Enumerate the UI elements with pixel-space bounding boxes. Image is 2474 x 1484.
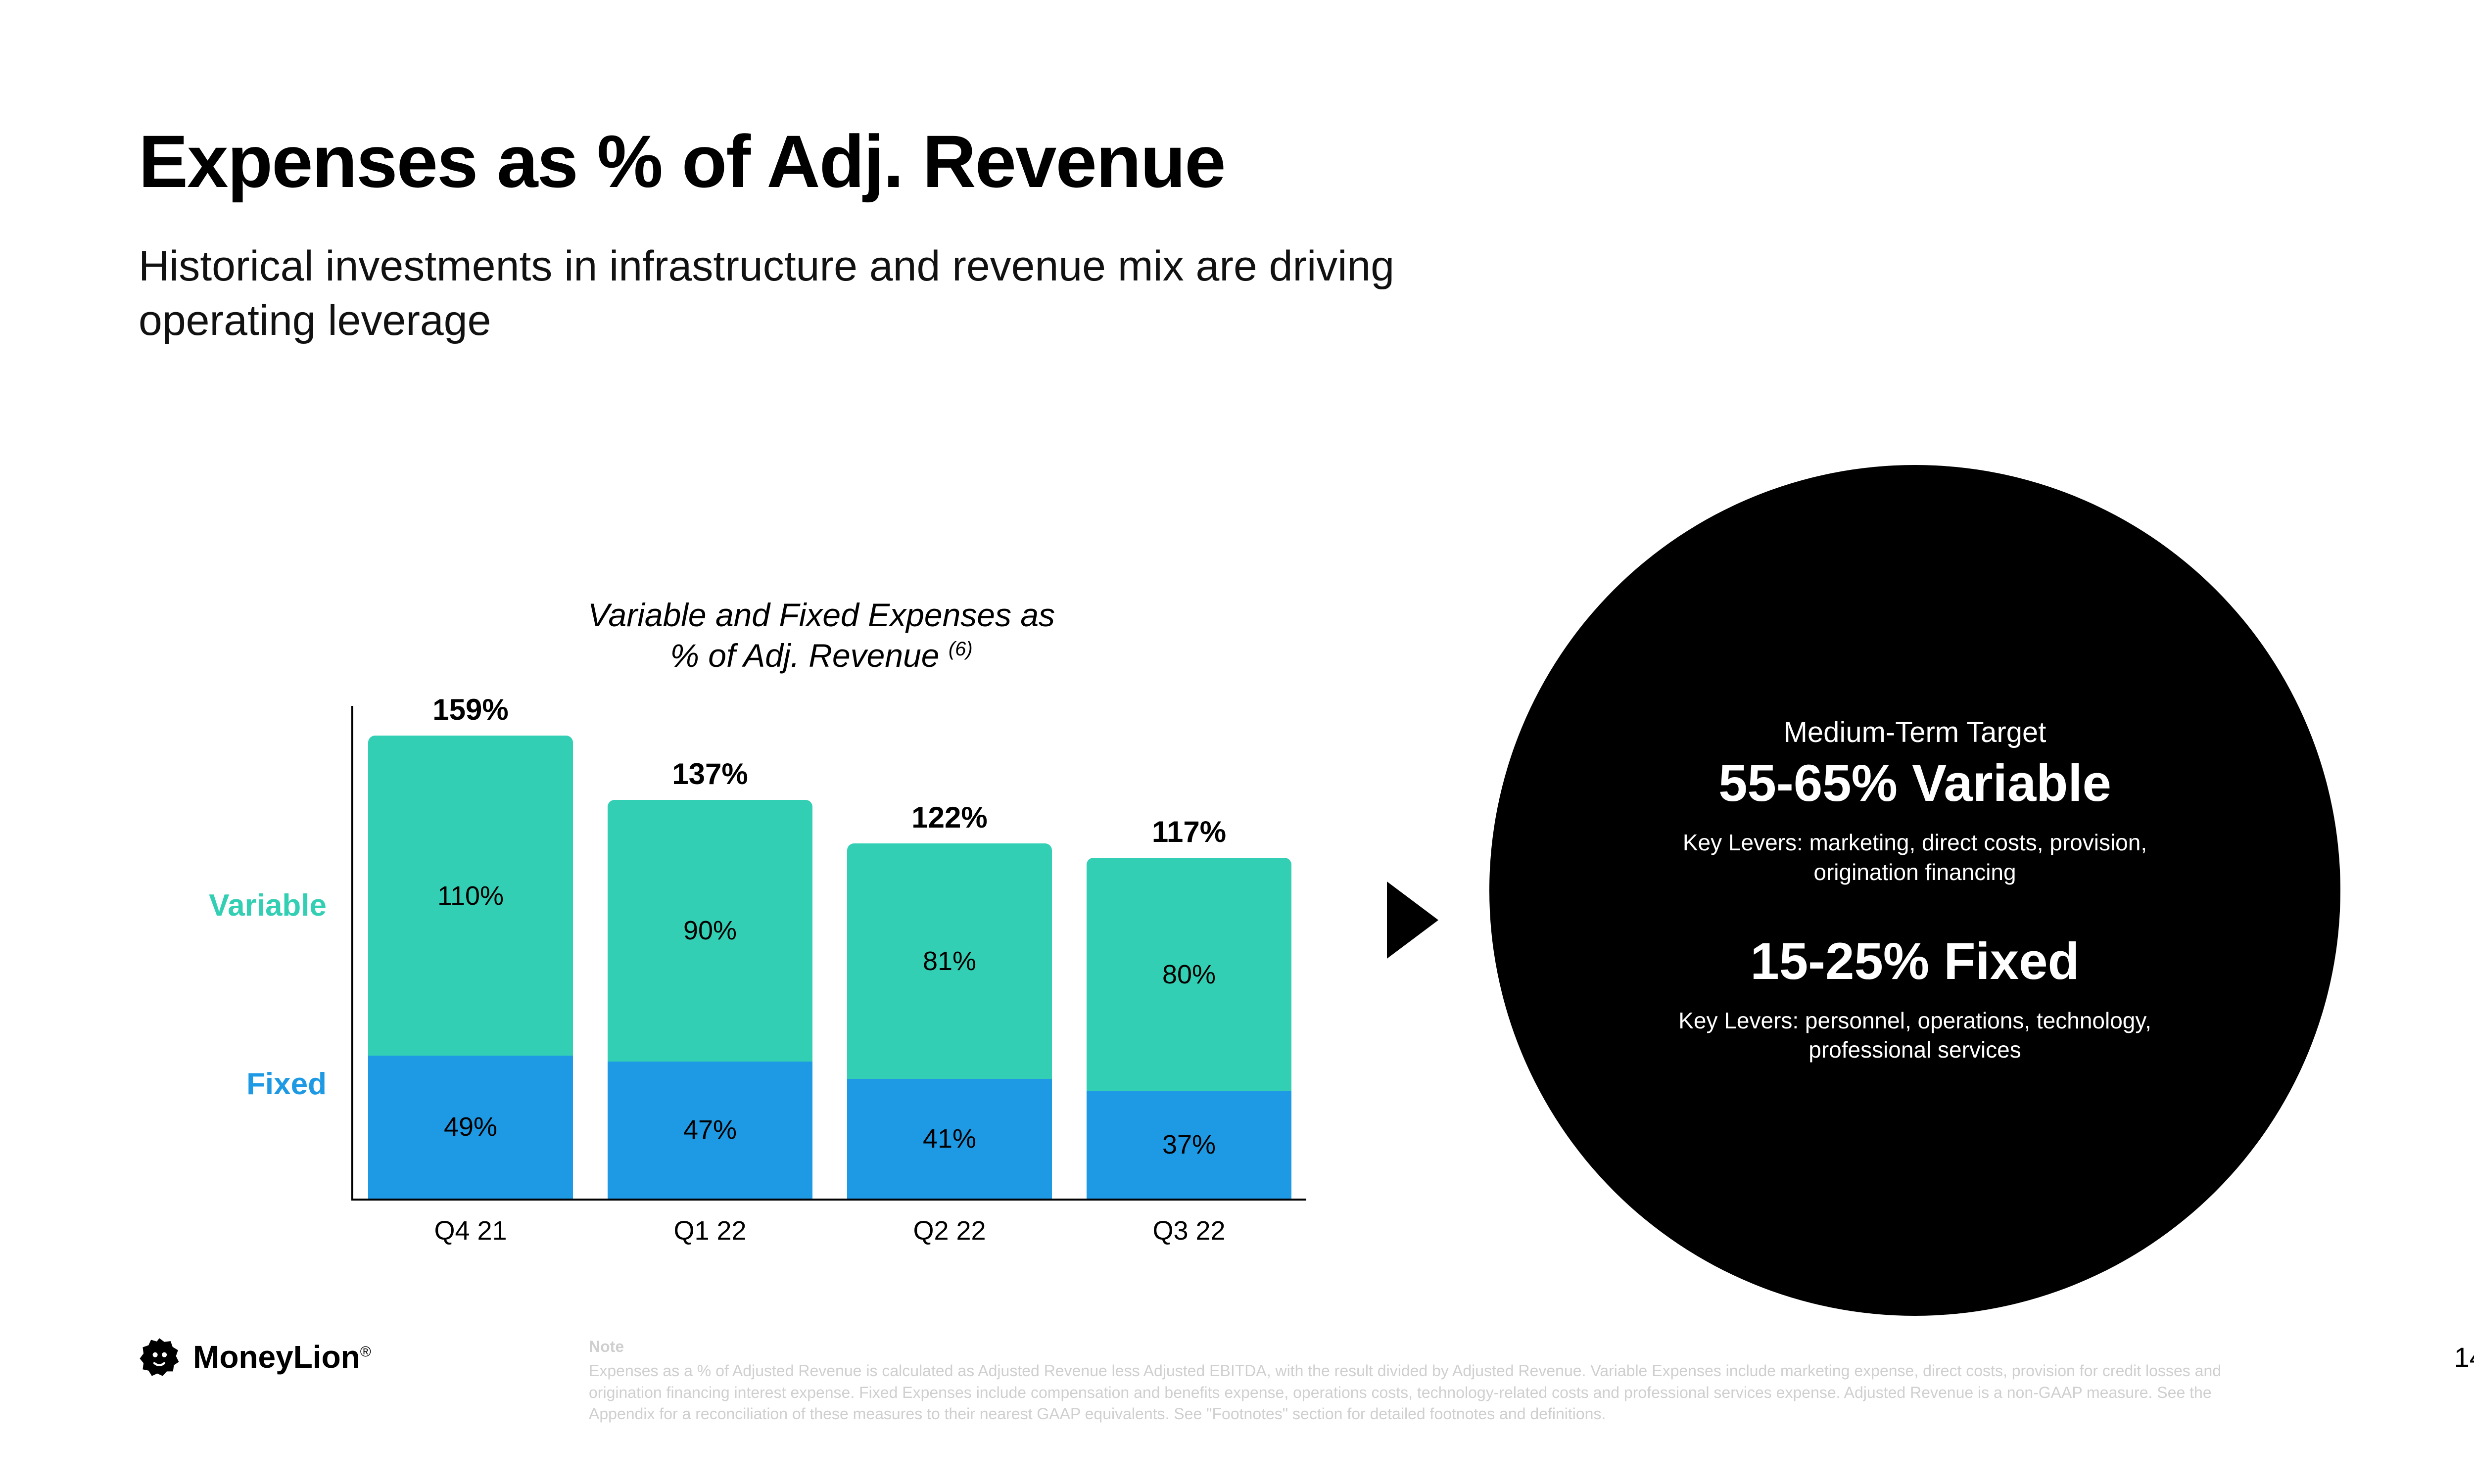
bar-segment-variable: 80% [1087,858,1291,1091]
footer: MoneyLion® Note Expenses as a % of Adjus… [139,1336,2474,1425]
target-variable-detail: Key Levers: marketing, direct costs, pro… [1643,828,2187,887]
bar-total-label: 122% [911,800,987,835]
arrow-svg [1380,881,1445,960]
chart-x-axis-ticks: Q4 21 Q1 22 Q2 22 Q3 22 [353,1201,1306,1246]
x-tick: Q1 22 [608,1215,812,1246]
page-number: 140 [2454,1341,2474,1373]
chart-plot-area: 159%110%49%137%90%47%122%81%41%117%80%37… [351,706,1306,1201]
x-tick: Q3 22 [1087,1215,1291,1246]
brand-name: MoneyLion® [193,1339,371,1375]
bar-segment-variable: 81% [847,843,1052,1079]
bar-column: 122% 81%41% [847,800,1052,1199]
target-fixed-headline: 15-25% Fixed [1750,932,2079,991]
bar-total-label: 137% [672,757,748,791]
brand-name-text: MoneyLion [193,1339,360,1375]
chart-title-sup: (6) [949,638,973,660]
bar-stack: 80%37% [1087,858,1291,1198]
target-label: Medium-Term Target [1784,716,2046,749]
arrow-icon [1380,881,1445,960]
y-label-fixed: Fixed [139,1067,351,1102]
bar-total-label: 159% [432,693,508,727]
content-row: Variable and Fixed Expenses as % of Adj.… [139,495,2474,1345]
lion-icon [139,1336,180,1378]
target-fixed-detail: Key Levers: personnel, operations, techn… [1643,1006,2187,1066]
bar-segment-fixed: 41% [847,1079,1052,1198]
slide: Expenses as % of Adj. Revenue Historical… [0,0,2474,1484]
footnote: Note Expenses as a % of Adjusted Revenue… [589,1336,2222,1425]
y-label-variable: Variable [139,888,351,923]
bar-column: 117% 80%37% [1087,815,1291,1198]
bar-stack: 90%47% [608,800,812,1199]
target-circle: Medium-Term Target 55-65% Variable Key L… [1489,465,2340,1316]
bar-segment-fixed: 47% [608,1062,812,1198]
chart-x-axis: Q4 21 Q1 22 Q2 22 Q3 22 [139,1201,1306,1246]
bar-total-label: 117% [1152,815,1226,849]
chart-title: Variable and Fixed Expenses as % of Adj.… [139,595,1306,676]
brand-logo: MoneyLion® [139,1336,589,1378]
page-title: Expenses as % of Adj. Revenue [139,119,2474,204]
chart-body: Variable Fixed 159%110%49%137%90%47%122%… [139,706,1306,1201]
x-tick: Q4 21 [368,1215,573,1246]
bar-segment-variable: 110% [368,736,573,1056]
bar-segment-variable: 90% [608,800,812,1062]
bar-segment-fixed: 37% [1087,1091,1291,1199]
bar-column: 137% 90%47% [608,757,812,1199]
bar-stack: 81%41% [847,843,1052,1199]
bar-column: 159% 110%49% [368,693,573,1198]
chart-title-line2: % of Adj. Revenue [670,637,949,674]
chart-y-labels: Variable Fixed [139,706,351,1201]
bar-stack: 110%49% [368,736,573,1198]
target-variable-headline: 55-65% Variable [1718,754,2111,813]
footnote-heading: Note [589,1336,2222,1357]
footnote-body: Expenses as a % of Adjusted Revenue is c… [589,1360,2222,1425]
page-subtitle: Historical investments in infrastructure… [139,239,1425,348]
bar-segment-fixed: 49% [368,1056,573,1198]
chart-title-line1: Variable and Fixed Expenses as [588,597,1055,633]
x-tick: Q2 22 [847,1215,1052,1246]
expense-chart: Variable and Fixed Expenses as % of Adj.… [139,595,1306,1246]
